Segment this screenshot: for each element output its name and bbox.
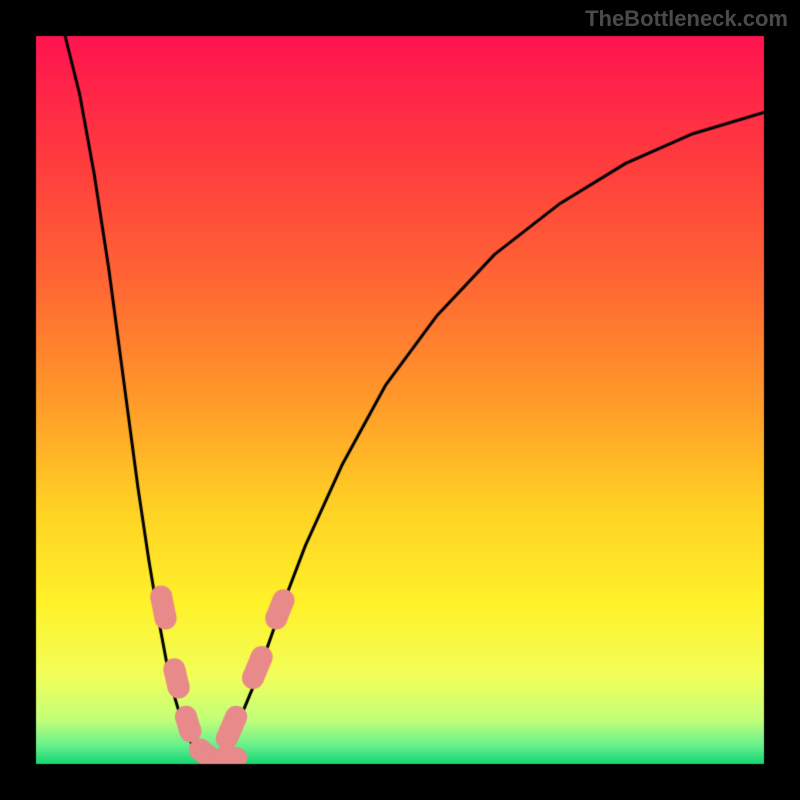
- watermark-text: TheBottleneck.com: [585, 6, 788, 32]
- plot-canvas: [0, 0, 800, 800]
- root-container: TheBottleneck.com: [0, 0, 800, 800]
